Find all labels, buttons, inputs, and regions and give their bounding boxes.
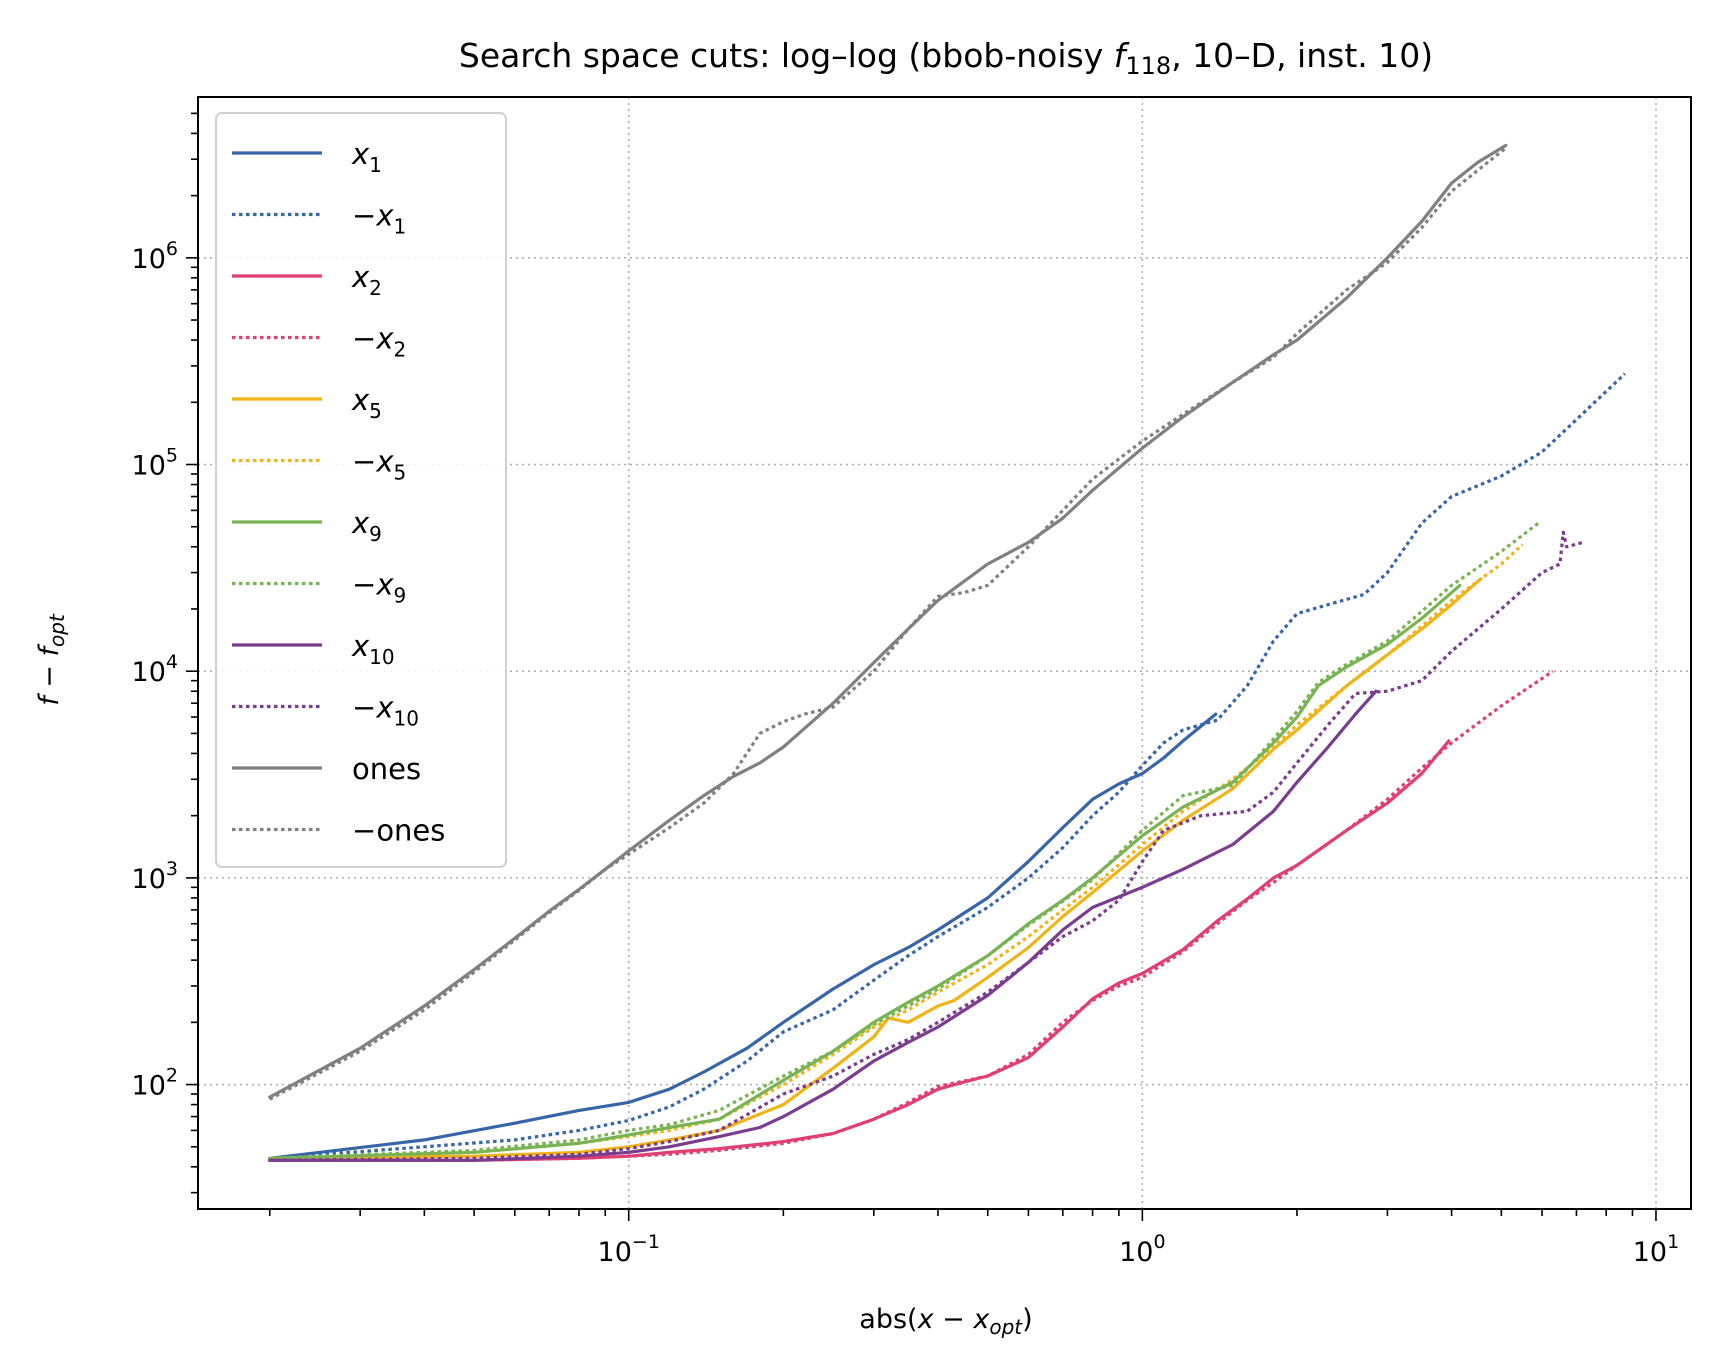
y-tick-label: 102 — [132, 1065, 178, 1102]
y-tick-label: 103 — [132, 858, 178, 895]
legend-minus: − — [352, 568, 376, 602]
legend-name: ones — [352, 752, 421, 786]
xlabel-subscript: opt — [989, 1315, 1023, 1339]
legend-subscript: 1 — [393, 215, 406, 239]
legend-var: x — [351, 260, 370, 294]
legend-subscript: 9 — [393, 584, 406, 608]
series-line-neg-x1 — [269, 372, 1626, 1160]
legend-entry: −x10 — [352, 691, 419, 731]
legend-minus: − — [352, 814, 376, 848]
legend-entry: ones — [352, 752, 421, 786]
series-line-neg-x10 — [269, 530, 1584, 1162]
ylabel-subscript: opt — [45, 613, 69, 647]
legend-entry: x5 — [351, 383, 382, 423]
series-line-x5 — [268, 577, 1483, 1160]
legend-subscript: 10 — [369, 645, 394, 669]
legend-var: x — [375, 445, 394, 479]
y-axis-label: f − fopt — [34, 613, 69, 706]
y-tick-base: 10 — [132, 451, 166, 482]
legend-name: ones — [376, 814, 445, 848]
xlabel-var: x — [917, 1304, 935, 1335]
y-tick-exponent: 5 — [166, 445, 178, 467]
legend-minus: − — [352, 199, 376, 233]
x-tick-label: 100 — [1119, 1231, 1165, 1268]
legend-subscript: 2 — [393, 338, 406, 362]
legend-var: x — [375, 691, 394, 725]
axis-ticks — [186, 112, 1657, 1221]
y-tick-base: 10 — [132, 1071, 166, 1102]
legend-var: x — [351, 137, 370, 171]
xlabel-var2: x — [972, 1304, 990, 1335]
legend-entry: −x5 — [352, 445, 406, 485]
legend-subscript: 1 — [369, 153, 382, 177]
axes-frame — [197, 96, 1692, 1210]
x-tick-base: 10 — [1119, 1237, 1153, 1268]
legend-entry: x1 — [351, 137, 382, 177]
legend-entry: x2 — [351, 260, 382, 300]
x-tick-exponent: 1 — [1667, 1231, 1679, 1253]
y-tick-label: 106 — [132, 238, 178, 275]
legend-entry: −x9 — [352, 568, 406, 608]
y-tick-exponent: 4 — [166, 651, 178, 673]
legend-entry: x9 — [351, 506, 382, 546]
title-pre: Search space cuts: log–log (bbob-noisy — [459, 36, 1114, 75]
legend-var: x — [375, 199, 394, 233]
legend-subscript: 10 — [393, 707, 418, 731]
title-post: , 10–D, inst. 10) — [1171, 36, 1433, 75]
y-tick-label: 105 — [132, 445, 178, 482]
x-tick-label: 101 — [1633, 1231, 1679, 1268]
xlabel-post: ) — [1022, 1304, 1033, 1335]
legend-entry: −x1 — [352, 199, 406, 239]
title-f-subscript: 118 — [1125, 52, 1171, 80]
legend-subscript: 2 — [369, 276, 382, 300]
x-tick-base: 10 — [1633, 1237, 1667, 1268]
y-tick-base: 10 — [132, 244, 166, 275]
xlabel-pre: abs( — [859, 1304, 917, 1335]
legend-subscript: 9 — [369, 522, 382, 546]
series-line-x10 — [268, 689, 1378, 1162]
legend-var: x — [375, 322, 394, 356]
legend-var: x — [351, 629, 370, 663]
legend-entry: −x2 — [352, 322, 406, 362]
series-line-neg-x9 — [269, 521, 1540, 1160]
x-axis-label: abs(x − xopt) — [859, 1304, 1032, 1339]
y-tick-exponent: 6 — [166, 238, 178, 260]
legend-subscript: 5 — [369, 399, 382, 423]
y-tick-base: 10 — [132, 864, 166, 895]
series-line-neg-x2 — [269, 669, 1554, 1162]
legend-var: x — [375, 568, 394, 602]
y-tick-base: 10 — [132, 657, 166, 688]
y-tick-label: 104 — [132, 651, 178, 688]
legend-minus: − — [352, 322, 376, 356]
y-tick-exponent: 2 — [166, 1065, 178, 1087]
legend-minus: − — [352, 691, 376, 725]
legend-subscript: 5 — [393, 461, 406, 485]
series-line-neg-x5 — [269, 543, 1524, 1160]
ylabel-minus: − — [34, 656, 65, 696]
legend-var: x — [351, 506, 370, 540]
chart-title: Search space cuts: log–log (bbob-noisy f… — [459, 36, 1433, 80]
xlabel-minus: − — [934, 1304, 974, 1335]
series-line-x2 — [268, 739, 1451, 1162]
series-line-neg-ones — [268, 146, 1507, 1101]
series-lines — [268, 143, 1626, 1162]
legend-box — [215, 112, 507, 868]
legend-var: x — [351, 383, 370, 417]
y-tick-exponent: 3 — [166, 858, 178, 880]
x-tick-label: 10−1 — [598, 1231, 660, 1268]
legend-entry: x10 — [351, 629, 395, 669]
legend-minus: − — [352, 445, 376, 479]
x-tick-exponent: 0 — [1153, 1231, 1165, 1253]
x-tick-exponent: −1 — [632, 1231, 660, 1253]
legend-entry: −ones — [352, 814, 445, 848]
x-tick-base: 10 — [598, 1237, 632, 1268]
